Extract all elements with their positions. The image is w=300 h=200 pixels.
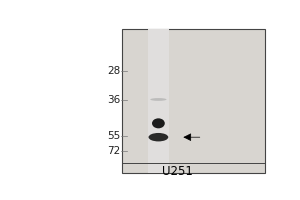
Text: U251: U251 [162,165,192,178]
Ellipse shape [150,98,167,101]
Text: 36: 36 [107,95,120,105]
Text: 72: 72 [107,146,120,156]
Bar [148,29,169,173]
Text: 55: 55 [107,131,120,141]
Bar [122,29,266,173]
Text: 28: 28 [107,66,120,76]
Ellipse shape [148,133,168,141]
Ellipse shape [152,118,165,128]
